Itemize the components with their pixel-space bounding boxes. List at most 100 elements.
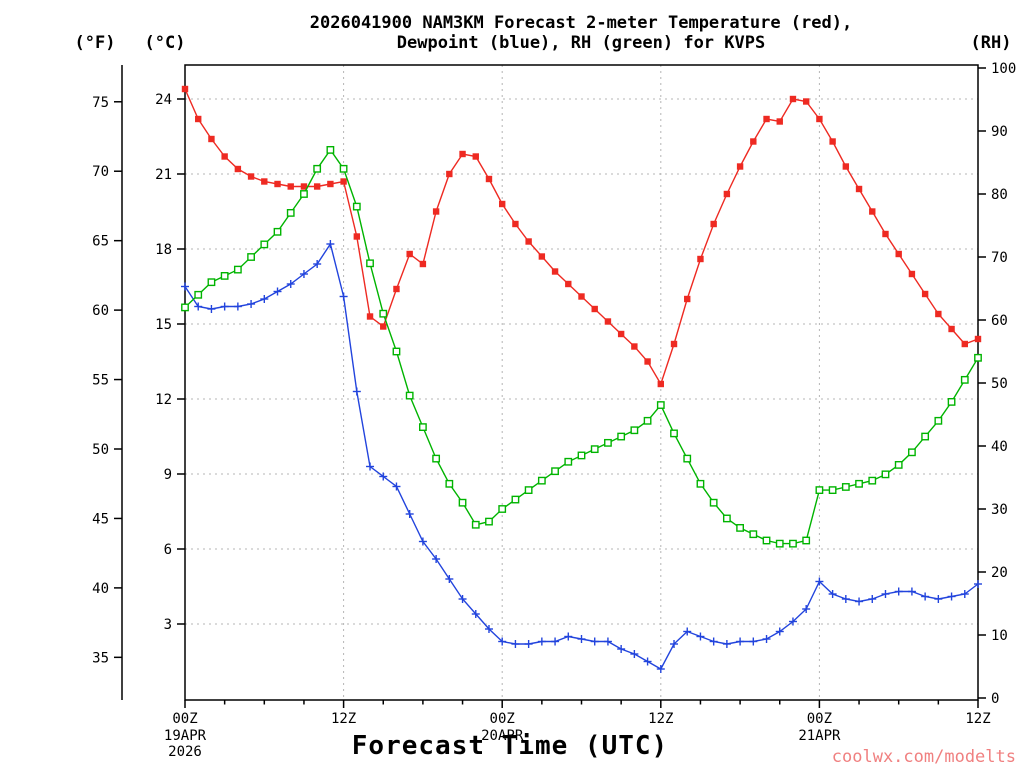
rh-marker <box>524 486 533 494</box>
temperature-marker <box>816 115 823 123</box>
rh-marker <box>670 429 678 438</box>
rh-marker <box>828 486 837 494</box>
temperature-marker <box>274 180 281 188</box>
temperature-marker <box>657 380 664 388</box>
rh-marker <box>471 520 480 529</box>
rh-tick-label: 90 <box>991 124 1008 140</box>
x-tick-label: 12Z <box>965 711 990 727</box>
rh-marker <box>841 483 850 491</box>
x-tick-label: 00Z <box>172 711 197 727</box>
temperature-marker <box>512 220 519 228</box>
rh-tick-label: 70 <box>991 250 1008 266</box>
rh-marker <box>485 517 493 526</box>
temperature-marker <box>789 95 797 103</box>
rh-marker <box>881 470 890 479</box>
rh-marker <box>432 454 441 463</box>
temperature-marker <box>710 220 717 228</box>
temperature-marker <box>935 310 942 318</box>
rh-marker <box>577 451 586 460</box>
rh-marker <box>339 164 348 173</box>
rh-marker <box>286 208 295 217</box>
dewpoint-series <box>181 240 982 673</box>
rh-tick-label: 60 <box>991 313 1008 329</box>
rh-marker <box>617 432 626 441</box>
temperature-marker <box>551 268 559 275</box>
rh-marker <box>921 432 930 441</box>
temperature-marker <box>750 138 757 145</box>
temperature-marker <box>208 135 215 143</box>
rh-series <box>181 145 982 548</box>
rh-marker <box>392 347 401 356</box>
temperature-marker <box>974 335 982 343</box>
temperature-marker <box>261 178 268 185</box>
watermark: coolwx.com/modelts <box>831 747 1016 767</box>
year-label: 2026 <box>168 744 202 760</box>
temperature-marker <box>195 115 202 123</box>
rh-marker <box>220 272 229 280</box>
temperature-marker <box>697 255 704 263</box>
rh-marker <box>551 467 559 476</box>
temperature-marker <box>961 340 968 348</box>
rh-marker <box>947 398 956 406</box>
temperature-marker <box>644 358 651 365</box>
rh-marker <box>181 303 189 312</box>
rh-marker <box>604 438 612 447</box>
rh-marker <box>696 479 705 488</box>
f-tick-label: 35 <box>92 650 109 666</box>
rh-marker <box>419 423 427 431</box>
rh-tick-label: 10 <box>991 628 1008 644</box>
x-tick-label: 00Z <box>807 711 832 727</box>
rh-marker <box>802 536 811 545</box>
rh-tick-label: 50 <box>991 376 1008 392</box>
c-tick-label: 15 <box>155 317 172 333</box>
c-tick-label: 12 <box>155 392 172 408</box>
temperature-marker <box>353 233 361 240</box>
rh-marker <box>762 536 771 545</box>
rh-tick-label: 0 <box>991 691 999 707</box>
celsius-axis-unit: (°C) <box>144 33 186 53</box>
rh-marker <box>736 524 745 532</box>
rh-marker <box>789 539 797 548</box>
temperature-marker <box>670 340 678 348</box>
f-tick-label: 55 <box>92 373 109 389</box>
x-tick-label: 12Z <box>331 711 356 727</box>
rh-marker <box>894 461 903 469</box>
temperature-marker <box>802 98 810 105</box>
f-tick-label: 50 <box>92 442 109 458</box>
rh-marker <box>590 445 599 454</box>
temperature-marker <box>327 180 334 188</box>
temperature-marker <box>908 270 916 278</box>
temperature-marker <box>340 178 347 185</box>
rh-marker <box>868 476 877 485</box>
temperature-line <box>184 88 979 386</box>
fahrenheit-axis-unit: (°F) <box>74 33 116 53</box>
temperature-marker <box>736 163 744 170</box>
c-tick-label: 9 <box>164 467 172 483</box>
temperature-marker <box>181 85 189 93</box>
temperature-marker <box>895 250 902 258</box>
rh-marker <box>855 479 863 488</box>
c-tick-label: 3 <box>164 617 172 633</box>
rh-marker <box>379 309 388 318</box>
temperature-marker <box>459 150 466 158</box>
temperature-marker <box>499 200 506 208</box>
temperature-marker <box>591 305 598 313</box>
f-tick-label: 40 <box>92 581 109 597</box>
date-label: 19APR <box>164 728 207 744</box>
f-tick-label: 45 <box>92 511 109 527</box>
rh-marker <box>683 454 692 463</box>
rh-marker <box>537 476 546 485</box>
rh-marker <box>630 426 639 435</box>
temperature-marker <box>485 175 493 183</box>
rh-marker <box>300 190 308 198</box>
temperature-marker <box>842 163 850 170</box>
rh-marker <box>960 375 969 384</box>
temperature-marker <box>869 208 876 215</box>
rh-marker <box>352 202 361 211</box>
rh-marker <box>233 265 242 274</box>
rh-marker <box>749 530 758 539</box>
rh-marker <box>908 448 916 457</box>
rh-marker <box>207 278 216 287</box>
f-tick-label: 70 <box>92 164 109 180</box>
